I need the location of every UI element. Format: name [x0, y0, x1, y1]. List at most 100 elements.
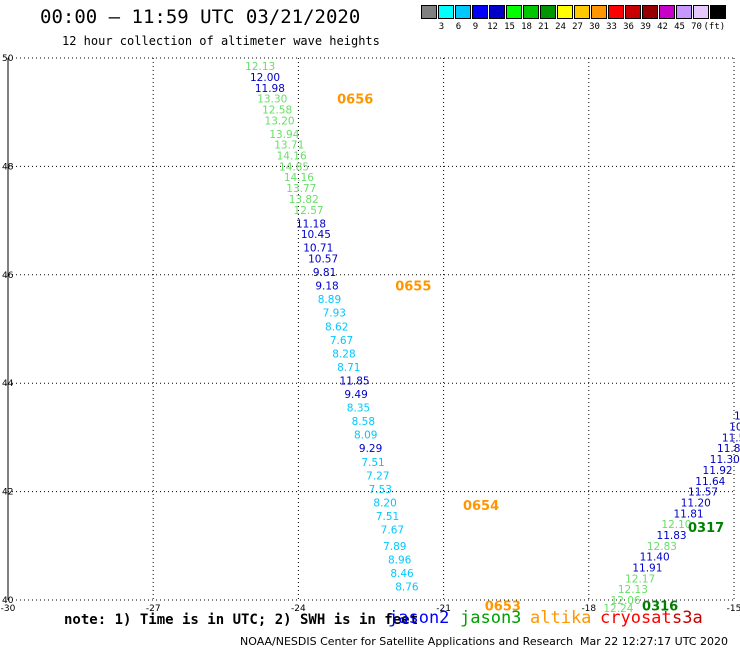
- x-tick-label: -18: [581, 604, 596, 614]
- legend-swatch: [693, 5, 709, 19]
- wave-height-label: 10.71: [303, 243, 333, 255]
- wave-height-label: 13.20: [265, 115, 295, 127]
- legend-label: 39: [640, 22, 651, 32]
- wave-height-label: 8.62: [325, 321, 348, 333]
- satellite-label-s3a: s3a: [672, 608, 703, 628]
- wave-height-label: 7.51: [376, 511, 399, 523]
- y-tick-label: 46: [2, 271, 14, 281]
- y-tick-label: 40: [2, 596, 14, 606]
- wave-height-label: 7.67: [330, 335, 353, 347]
- y-tick-label: 48: [2, 162, 14, 172]
- x-tick-label: -21: [436, 604, 451, 614]
- wave-height-label: 11.30: [710, 454, 740, 466]
- wave-height-label: 8.09: [354, 430, 377, 442]
- wave-height-label: 11.85: [340, 375, 370, 387]
- x-tick-label: -24: [291, 604, 306, 614]
- wave-height-label: 7.93: [323, 308, 346, 320]
- legend-label: 33: [606, 22, 617, 32]
- pass-time-label: 0656: [337, 93, 373, 108]
- y-tick-label: 50: [2, 54, 14, 64]
- wave-height-label: 11.83: [657, 530, 687, 542]
- legend-label: 15: [504, 22, 515, 32]
- wave-height-label: 13.71: [274, 140, 304, 152]
- legend-swatch: [523, 5, 539, 19]
- legend-label: 45: [674, 22, 685, 32]
- wave-height-label: 7.27: [366, 470, 389, 482]
- x-tick-label: -15: [727, 604, 740, 614]
- legend-swatch: [625, 5, 641, 19]
- wave-height-label: 14.16: [277, 151, 307, 163]
- legend-swatch: [591, 5, 607, 19]
- legend-label: 42: [657, 22, 668, 32]
- wave-height-label: 12.13: [618, 584, 648, 596]
- legend-swatch: [489, 5, 505, 19]
- y-tick-label: 42: [2, 488, 13, 498]
- chart-title: 00:00 — 11:59 UTC 03/21/2020: [40, 6, 361, 28]
- wave-height-label: 13.82: [289, 194, 319, 206]
- legend-label: 6: [455, 22, 462, 32]
- wave-height-label: 14.85: [279, 161, 309, 173]
- wave-height-label: 9.29: [359, 443, 382, 455]
- wave-height-label: 14.16: [284, 172, 314, 184]
- legend-label: 9: [472, 22, 479, 32]
- legend-label: (ft): [703, 22, 726, 32]
- wave-height-label: 7.67: [381, 525, 404, 537]
- pass-time-label: 0653: [485, 599, 521, 614]
- legend-swatch: [557, 5, 573, 19]
- legend-swatch: [710, 5, 726, 19]
- wave-height-label: 9.49: [344, 389, 367, 401]
- legend-swatch: [676, 5, 692, 19]
- chart-subtitle: 12 hour collection of altimeter wave hei…: [62, 34, 380, 48]
- wave-height-label: 10.57: [308, 254, 338, 266]
- wave-height-label: 11.56: [722, 432, 740, 444]
- wave-height-label: 11.40: [640, 552, 670, 564]
- legend-swatch: [608, 5, 624, 19]
- satellite-label-jason3: jason3: [460, 608, 522, 628]
- footer-note: note: 1) Time is in UTC; 2) SWH is in fe…: [64, 612, 419, 628]
- wave-height-label: 12.13: [245, 61, 275, 73]
- legend-label: 30: [589, 22, 600, 32]
- legend-label: 18: [521, 22, 532, 32]
- wave-height-label: 9.81: [313, 267, 336, 279]
- satellite-label-jason2: jason2: [388, 608, 450, 628]
- wave-height-label: 9.18: [315, 281, 338, 293]
- pass-time-label: 0316: [642, 599, 678, 614]
- wave-height-label: 8.35: [347, 403, 370, 415]
- wave-height-label: 11.64: [695, 476, 725, 488]
- wave-height-label: 10.32: [729, 422, 740, 434]
- pass-time-label: 0654: [463, 499, 499, 514]
- legend-label: 3: [438, 22, 445, 32]
- wave-height-label: 8.89: [318, 294, 341, 306]
- wave-height-label: 11.91: [632, 562, 662, 574]
- wave-height-label: 11.57: [688, 487, 718, 499]
- legend-label: 36: [623, 22, 634, 32]
- credit-text: NOAA/NESDIS Center for Satellite Applica…: [240, 635, 574, 648]
- wave-height-label: 8.71: [337, 362, 360, 374]
- wave-height-label: 8.96: [388, 554, 412, 566]
- pass-time-label: 0317: [688, 521, 724, 536]
- x-tick-label: -27: [146, 604, 161, 614]
- wave-height-label: 7.53: [369, 484, 392, 496]
- legend-swatch: [659, 5, 675, 19]
- timestamp-text: Mar 22 12:27:17 UTC 2020: [580, 635, 728, 648]
- wave-height-label: 12.83: [647, 541, 677, 553]
- wave-height-label: 8.20: [373, 497, 396, 509]
- wave-height-label: 10.45: [301, 229, 331, 241]
- legend-label: 27: [572, 22, 583, 32]
- legend-swatch: [642, 5, 658, 19]
- wave-height-label: 11.98: [255, 83, 285, 95]
- legend-swatch: [506, 5, 522, 19]
- wave-height-label: 12.58: [262, 104, 292, 116]
- y-tick-label: 44: [2, 379, 14, 389]
- wave-height-label: 8.58: [352, 416, 375, 428]
- wave-height-label: 13.94: [269, 129, 299, 141]
- wave-height-label: 13.77: [286, 183, 316, 195]
- wave-height-label: 12.10: [661, 519, 691, 531]
- legend-label: 21: [538, 22, 549, 32]
- wave-height-label: 12.17: [625, 573, 655, 585]
- wave-height-label: 11.81: [674, 508, 704, 520]
- wave-height-label: 8.76: [395, 581, 419, 593]
- pass-time-label: 0655: [395, 280, 431, 295]
- wave-height-label: 11.86: [717, 443, 740, 455]
